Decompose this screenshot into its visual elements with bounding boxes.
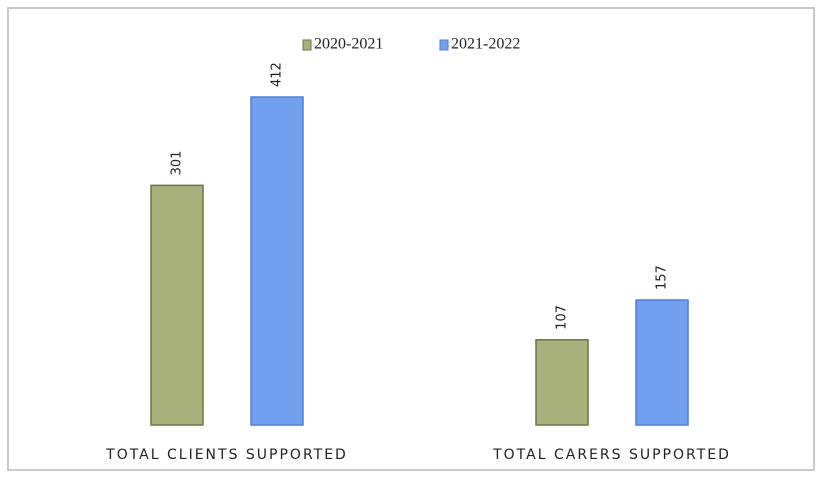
data-label: 157 (655, 265, 670, 290)
x-tick-label: TOTAL CARERS SUPPORTED (492, 447, 731, 463)
legend-label: 2021-2022 (451, 36, 520, 53)
x-tick-label: TOTAL CLIENTS SUPPORTED (105, 447, 348, 463)
data-label: 301 (170, 151, 185, 176)
bar (250, 96, 304, 426)
data-label: 107 (555, 305, 570, 330)
bar (150, 184, 204, 426)
bar (535, 339, 589, 426)
data-label: 412 (270, 62, 285, 87)
chart-frame (7, 7, 815, 471)
legend-label: 2020-2021 (314, 36, 383, 53)
legend-swatch (439, 39, 449, 51)
legend-swatch (302, 39, 312, 51)
bar (635, 299, 689, 426)
